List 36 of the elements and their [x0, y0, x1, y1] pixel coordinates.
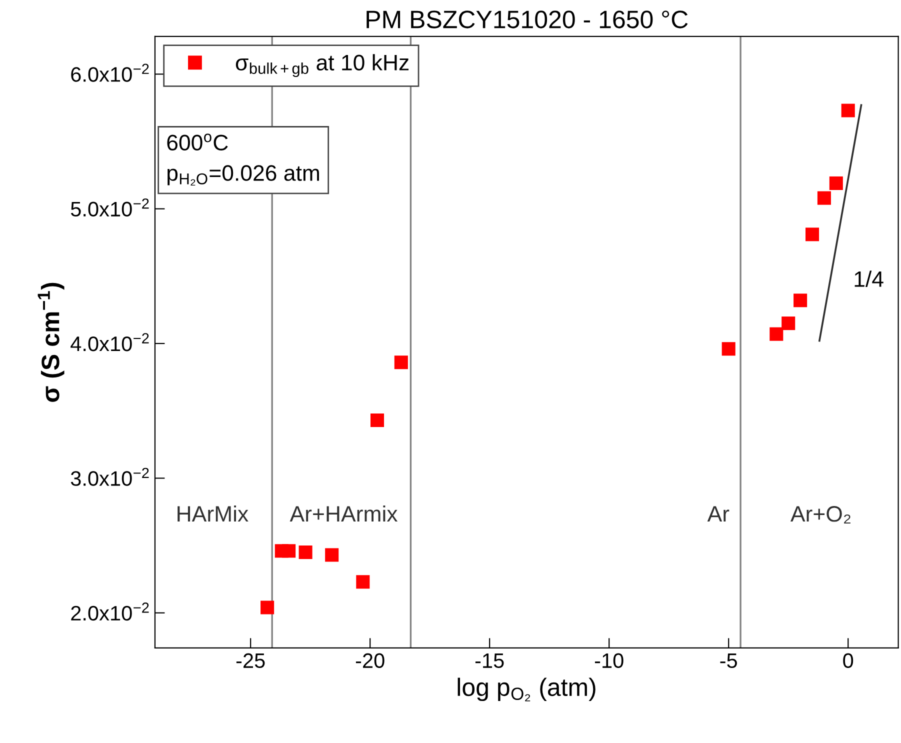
point	[298, 546, 312, 560]
point	[356, 575, 370, 589]
point	[394, 356, 408, 370]
x-tick-label: -5	[720, 654, 737, 668]
y-tick-label: 2.0x10$^{−2}$	[71, 602, 149, 621]
annotation: Ar+HArmix	[290, 505, 398, 522]
annotation: 1/4	[854, 270, 884, 287]
point	[794, 294, 808, 308]
y-tick-label: 4.0x10$^{−2}$	[70, 333, 149, 352]
point	[325, 548, 339, 562]
point	[260, 600, 274, 614]
point	[282, 544, 296, 558]
x-tick-label: -25	[236, 653, 265, 668]
x-tick-label: -15	[475, 654, 504, 668]
text: 600$^{o}$C p$_{H₂O}$=0.026 atm	[167, 134, 319, 186]
chart-title: PM BSZCY151020 - 1650 °C	[366, 10, 688, 28]
y-tick-label: 6.0x10$^{−2}$	[71, 64, 149, 82]
point	[770, 327, 784, 341]
annotation: HArMix	[178, 505, 248, 522]
annotation: Ar	[707, 506, 730, 522]
point	[370, 414, 384, 428]
point	[805, 228, 820, 242]
point	[722, 342, 736, 356]
point	[841, 104, 855, 118]
y-axis-title: σ (S cm$^{−1}$)	[38, 282, 64, 402]
x-tick-label: -20	[356, 653, 384, 668]
y-tick-label: 3.0x10$^{−2}$	[70, 468, 149, 486]
x-tick-label: 0	[843, 653, 854, 668]
x-tick-label: -10	[594, 653, 624, 668]
legend-label: σ$_{bulk+gb}$ at 10 kHz	[236, 54, 409, 78]
point	[782, 316, 796, 330]
annotation: Ar+O₂	[790, 506, 850, 524]
x-axis-title: log p$_{O₂}$ (atm)	[458, 678, 596, 702]
point	[817, 191, 831, 205]
point	[829, 176, 843, 190]
y-tick-label: 5.0x10$^{−2}$	[70, 198, 149, 217]
